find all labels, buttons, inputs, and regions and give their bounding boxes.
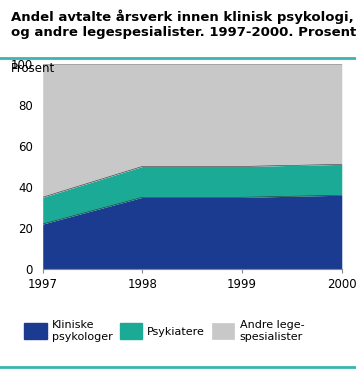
Legend: Kliniske
psykologer, Psykiatere, Andre lege-
spesialister: Kliniske psykologer, Psykiatere, Andre l… xyxy=(24,320,304,342)
Text: Andel avtalte årsverk innen klinisk psykologi, psykiatri
og andre legespesialist: Andel avtalte årsverk innen klinisk psyk… xyxy=(11,9,356,39)
Text: Prosent: Prosent xyxy=(11,62,55,75)
